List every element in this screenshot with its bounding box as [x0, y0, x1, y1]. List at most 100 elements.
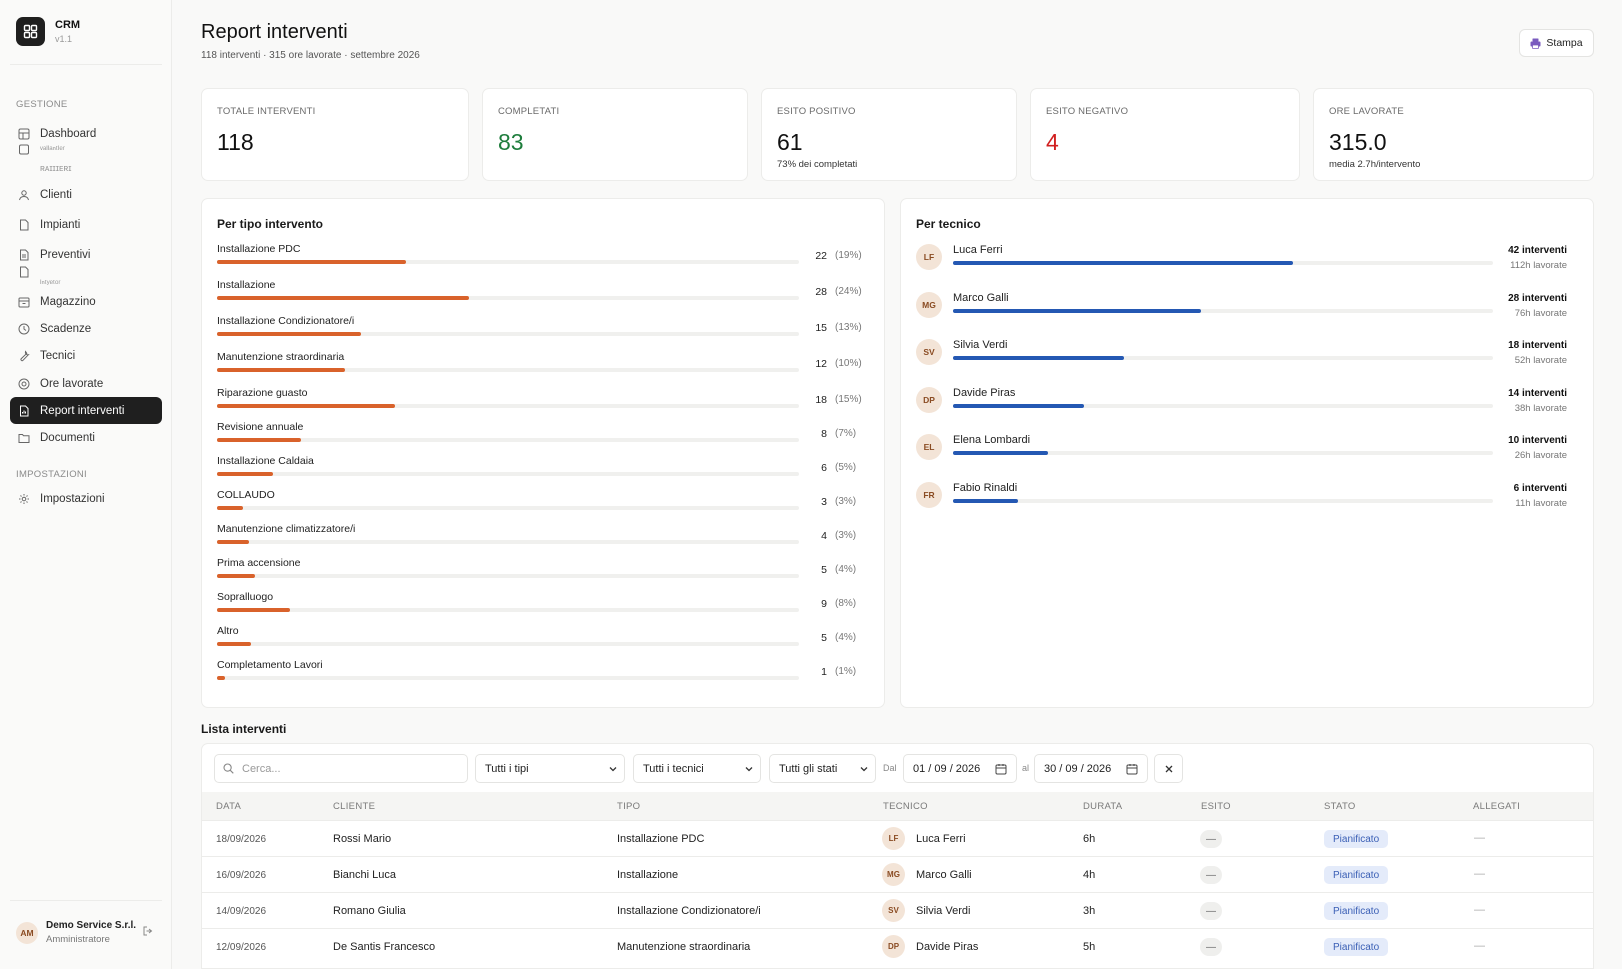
tech-count: 6 interventi	[1513, 482, 1567, 494]
sidebar-item-impostazioni[interactable]: Impostazioni	[10, 485, 162, 512]
search-input[interactable]: Cerca...	[214, 754, 468, 783]
type-label: Riparazione guasto	[217, 387, 308, 399]
table-row[interactable]: 12/09/2026 De Santis Francesco Manutenzion…	[202, 928, 1593, 964]
avatar: DP	[882, 935, 905, 958]
sidebar-item-label: Ore lavorate	[40, 377, 104, 390]
sidebar-item-preventivi[interactable]: Preventivi	[10, 241, 162, 268]
kpi-subtext: media 2.7h/intervento	[1329, 159, 1421, 170]
kpi-label: ESITO POSITIVO	[777, 106, 856, 117]
type-select[interactable]: Tutti i tipi	[475, 754, 625, 783]
tech-hours: 112h lavorate	[1510, 260, 1567, 271]
brand[interactable]: CRM v1.1	[16, 17, 80, 46]
sidebar-item-clienti[interactable]: Clienti	[10, 181, 162, 208]
sidebar-item-label: Magazzino	[40, 295, 96, 308]
sidebar-item-scadenze[interactable]: Scadenze	[10, 315, 162, 342]
type-label: Revisione annuale	[217, 421, 304, 433]
search-placeholder: Cerca...	[242, 762, 281, 775]
column-header-allegati[interactable]: ALLEGATI	[1473, 801, 1521, 812]
type-bar-track	[217, 296, 799, 300]
cell-tech: Luca Ferri	[916, 833, 966, 845]
date-to-input[interactable]: 30 / 09 / 2026	[1034, 754, 1148, 783]
clear-filters-button[interactable]	[1154, 754, 1183, 783]
user-profile[interactable]: AM Demo Service S.r.l. Amministratore	[16, 920, 156, 945]
type-percent: (13%)	[835, 322, 862, 333]
esito-badge: —	[1200, 830, 1222, 848]
kpi-subtext: 73% dei completati	[777, 159, 858, 170]
sidebar-item-magazzino[interactable]: Magazzino	[10, 288, 162, 315]
column-header-durata[interactable]: DURATA	[1083, 801, 1123, 812]
date-from-label: Dal	[883, 763, 897, 773]
print-button[interactable]: Stampa	[1519, 29, 1594, 57]
kpi-card-ore-lavorate: ORE LAVORATE 315.0 media 2.7h/intervento	[1313, 88, 1594, 181]
user-name: Demo Service S.r.l.	[46, 920, 137, 931]
column-header-tecnico[interactable]: TECNICO	[883, 801, 928, 812]
tech-row[interactable]: LF Luca Ferri 42 interventi 112h lavorate	[916, 244, 1584, 284]
sidebar-item-report-interventi[interactable]: Report interventi	[10, 397, 162, 424]
sidebar-divider-bottom	[10, 900, 162, 901]
table-row[interactable]: 14/09/2026 Romano Giulia Installazione Con…	[202, 892, 1593, 928]
column-header-esito[interactable]: ESITO	[1201, 801, 1231, 812]
type-bar-fill	[217, 368, 346, 372]
type-percent: (5%)	[835, 462, 857, 473]
chevron-down-icon	[859, 764, 869, 774]
sidebar-item-label: Clienti	[40, 188, 72, 201]
date-to-value: 30 / 09 / 2026	[1044, 762, 1112, 775]
type-bar-fill	[217, 506, 244, 510]
tech-row[interactable]: SV Silvia Verdi 18 interventi 52h lavorate	[916, 339, 1584, 379]
kpi-value: 61	[777, 129, 803, 155]
cell-tech: Marco Galli	[916, 869, 972, 881]
cell-type: Installazione	[617, 869, 679, 881]
type-label: Altro	[217, 625, 239, 637]
sidebar-item-dashboard[interactable]: Dashboard	[10, 120, 162, 147]
type-bar-track	[217, 368, 799, 372]
tech-row[interactable]: FR Fabio Rinaldi 6 interventi 11h lavorate	[916, 481, 1584, 522]
interventions-table: Cerca... Tutti i tipi Tutti i tecnici Tu…	[201, 743, 1594, 969]
type-count: 9	[821, 598, 827, 610]
date-from-input[interactable]: 01 / 09 / 2026	[903, 754, 1017, 783]
tech-name: Marco Galli	[953, 291, 1009, 304]
tech-name: Elena Lombardi	[953, 434, 1031, 446]
sidebar-item-ghost[interactable]: ᵛᵃᴵᴵᵃⁿᵗᴵᵉʳ	[18, 143, 65, 155]
type-bar-track	[217, 506, 799, 510]
tech-row[interactable]: DP Davide Piras 14 interventi 38h lavorate	[916, 386, 1584, 427]
column-header-cliente[interactable]: CLIENTE	[333, 801, 376, 812]
tech-name: Silvia Verdi	[953, 339, 1008, 351]
type-row: Installazione Caldaia 6 (5%)	[217, 455, 867, 485]
sidebar-item-ore-lavorate[interactable]: Ore lavorate	[10, 370, 162, 397]
type-percent: (3%)	[835, 530, 857, 541]
tech-row[interactable]: EL Elena Lombardi 10 interventi 26h lavorat…	[916, 434, 1584, 474]
cell-allegati: —	[1474, 940, 1485, 952]
logout-icon[interactable]	[142, 925, 154, 940]
status-select[interactable]: Tutti gli stati	[769, 754, 876, 783]
kpi-value: 118	[217, 129, 254, 155]
user-role: Amministratore	[46, 934, 110, 945]
page-icon	[18, 266, 30, 278]
avatar: MG	[916, 291, 942, 318]
type-count: 8	[821, 428, 827, 440]
kpi-value: 315.0	[1329, 129, 1387, 155]
type-percent: (3%)	[835, 496, 857, 507]
type-bar-fill	[217, 296, 469, 300]
print-label: Stampa	[1546, 37, 1583, 49]
tech-select[interactable]: Tutti i tecnici	[633, 754, 761, 783]
type-label: Installazione PDC	[217, 243, 301, 255]
table-row[interactable]: 18/09/2026 Rossi Mario Installazione PDC LF…	[202, 820, 1593, 856]
tech-hours: 26h lavorate	[1514, 450, 1567, 461]
table-row[interactable]: 16/09/2026 Bianchi Luca Installazione MG Mar…	[202, 856, 1593, 892]
sidebar-ghost-label-2: ᴵⁿᵗʸᵉᵗᵒʳ	[40, 278, 61, 288]
sidebar-item-tecnici[interactable]: Tecnici	[10, 342, 162, 369]
sidebar-item-documenti[interactable]: Documenti	[10, 424, 162, 451]
sidebar-item-label: Impianti	[40, 218, 81, 231]
sidebar-item-ghost-2[interactable]	[18, 266, 40, 278]
type-count: 4	[821, 530, 827, 542]
column-header-tipo[interactable]: TIPO	[617, 801, 641, 812]
column-header-stato[interactable]: STATO	[1324, 801, 1356, 812]
column-header-data[interactable]: DATA	[216, 801, 242, 812]
sidebar-divider	[10, 64, 162, 65]
tech-name: Davide Piras	[953, 386, 1016, 399]
tech-bar-fill	[953, 403, 1084, 408]
sidebar-item-impianti[interactable]: Impianti	[10, 211, 162, 238]
app-name: CRM	[55, 19, 81, 31]
tech-row[interactable]: MG Marco Galli 28 interventi 76h lavorate	[916, 291, 1584, 332]
type-count: 12	[815, 358, 827, 370]
